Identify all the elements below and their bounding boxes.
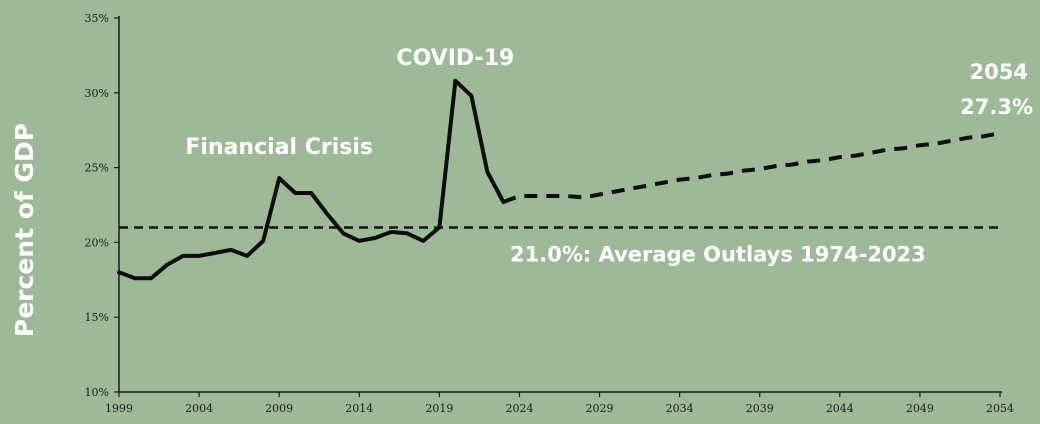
x-tick-label: 2054 <box>986 402 1014 415</box>
x-tick-label: 2029 <box>586 402 614 415</box>
annotations-group: Financial Crisis COVID-19 2054 27.3% <box>185 46 1033 160</box>
x-tick-label: 2014 <box>345 402 373 415</box>
y-tick-label: 30% <box>85 87 109 100</box>
average-reference-label: 21.0%: Average Outlays 1974-2023 <box>510 242 926 266</box>
y-axis-label: Percent of GDP <box>10 123 39 337</box>
projected-outlays-line <box>502 131 1001 204</box>
y-tick-label: 35% <box>85 12 109 25</box>
chart-axes <box>118 16 1002 393</box>
reference-line-group: 21.0%: Average Outlays 1974-2023 <box>119 226 1000 266</box>
x-tick-label: 2049 <box>906 402 934 415</box>
x-tick-label: 2004 <box>185 402 213 415</box>
historical-outlays-line <box>117 78 506 281</box>
y-tick-label: 20% <box>85 236 109 249</box>
y-tick-label: 25% <box>85 162 109 175</box>
annotation-financial-crisis: Financial Crisis <box>185 135 373 160</box>
annotation-covid-19: COVID-19 <box>396 46 514 71</box>
chart-ticks: 10% 15% 20% 25% 30% 35% 1999 2004 2009 2014 2019 20… <box>85 12 1014 415</box>
annotation-2054-year: 2054 <box>970 60 1028 84</box>
x-tick-label: 2009 <box>265 402 293 415</box>
x-tick-label: 2019 <box>425 402 453 415</box>
x-tick-label: 2039 <box>746 402 774 415</box>
annotation-2054-value: 27.3% <box>960 95 1033 119</box>
x-tick-label: 2024 <box>505 402 533 415</box>
x-tick-label: 2034 <box>666 402 694 415</box>
y-tick-label: 10% <box>85 386 109 399</box>
y-tick-label: 15% <box>85 311 109 324</box>
x-tick-label: 2044 <box>826 402 854 415</box>
series-group <box>117 78 1001 281</box>
x-tick-label: 1999 <box>105 402 133 415</box>
